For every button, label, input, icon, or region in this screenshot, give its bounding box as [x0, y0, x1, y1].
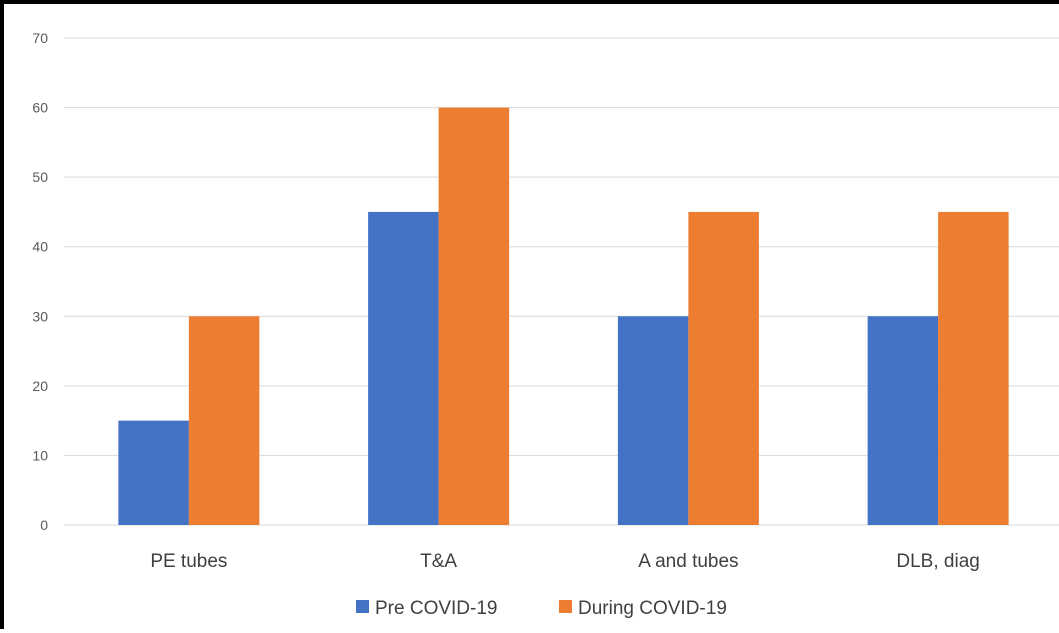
legend-swatch — [559, 600, 572, 613]
y-tick-label: 50 — [32, 169, 48, 185]
legend-label: During COVID-19 — [578, 598, 727, 619]
x-axis-category-labels: PE tubes T&A A and tubes DLB, diag — [150, 551, 980, 572]
bar — [438, 107, 510, 526]
y-tick-label: 20 — [32, 378, 48, 394]
bar — [118, 420, 189, 525]
y-tick-label: 40 — [32, 239, 48, 255]
y-tick-label: 70 — [32, 30, 48, 46]
bar — [867, 316, 939, 525]
y-tick-label: 10 — [32, 447, 48, 463]
bar — [688, 211, 759, 525]
bar — [188, 316, 260, 525]
bar — [617, 316, 689, 525]
legend-swatch — [356, 600, 369, 613]
x-category-label: PE tubes — [150, 551, 227, 572]
bar — [368, 211, 439, 525]
bars — [118, 107, 1009, 526]
y-tick-label: 30 — [32, 308, 48, 324]
x-category-label: A and tubes — [638, 551, 738, 572]
y-axis-tick-labels: 0 10 20 30 40 50 60 70 — [32, 30, 48, 533]
legend-label: Pre COVID-19 — [375, 598, 497, 619]
x-category-label: T&A — [420, 551, 457, 572]
legend: Pre COVID-19 During COVID-19 — [356, 598, 727, 619]
y-tick-label: 0 — [40, 517, 48, 533]
bar — [938, 211, 1009, 525]
y-tick-label: 60 — [32, 100, 48, 116]
bar-chart: 0 10 20 30 40 50 60 70 PE tubes T&A A and tubes DL… — [32, 30, 1059, 619]
x-category-label: DLB, diag — [896, 551, 979, 572]
